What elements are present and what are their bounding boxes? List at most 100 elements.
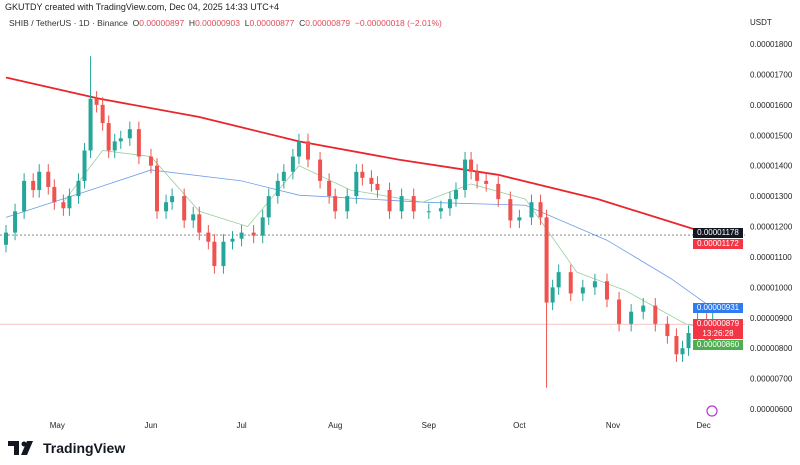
- candle-body: [592, 281, 597, 288]
- candle-body: [170, 196, 175, 203]
- candle-body: [164, 202, 169, 212]
- ohlc-legend: SHIB / TetherUS · 1D · Binance O 0.000008…: [9, 18, 442, 28]
- y-tick-label: 0.00001600: [750, 101, 793, 110]
- candle-body: [345, 196, 350, 212]
- candle-body: [230, 238, 235, 242]
- candle-body: [76, 180, 81, 197]
- candle-body: [538, 202, 543, 218]
- l-label: L: [244, 18, 250, 28]
- candle-body: [680, 348, 685, 355]
- close-value: 0.00000879: [305, 18, 351, 28]
- candle-body: [641, 305, 646, 312]
- candle-body: [127, 129, 132, 139]
- candle-body: [426, 211, 431, 213]
- y-tick-label: 0.00001500: [750, 131, 793, 140]
- candle-body: [52, 186, 57, 203]
- candle-body: [191, 214, 196, 221]
- candle-body: [275, 180, 280, 197]
- moving-average-line: [63, 150, 713, 331]
- candle-body: [31, 180, 36, 191]
- candle-body: [155, 165, 159, 212]
- candle-body: [369, 177, 374, 184]
- candle-body: [556, 272, 561, 288]
- candle-body: [318, 159, 323, 181]
- x-tick-label: May: [50, 421, 65, 430]
- candle-body: [360, 171, 365, 178]
- y-tick-label: 0.00001400: [750, 162, 793, 171]
- candle-body: [281, 171, 286, 181]
- price-tag: 0.00000860: [693, 340, 743, 351]
- candle-body: [148, 156, 153, 166]
- candle-body: [629, 311, 634, 324]
- o-label: O: [132, 18, 140, 28]
- candle-body: [550, 287, 555, 303]
- y-tick-label: 0.00000600: [750, 405, 793, 414]
- candle-body: [544, 217, 549, 303]
- y-tick-label: 0.00001800: [750, 40, 793, 49]
- price-tag-value: 0.00001172: [697, 239, 739, 249]
- candle-body: [306, 141, 310, 160]
- candle-body: [484, 180, 489, 184]
- candle-body: [197, 214, 202, 233]
- x-tick-label: Jul: [236, 421, 246, 430]
- candle-body: [463, 159, 468, 191]
- currency-label: USDT: [750, 18, 772, 27]
- candle-body: [182, 196, 187, 221]
- candle-body: [674, 336, 679, 355]
- candle-body: [604, 281, 609, 300]
- x-tick-label: Nov: [606, 421, 620, 430]
- candle-body: [67, 196, 72, 209]
- event-icon: [706, 405, 718, 417]
- moving-average-line: [5, 169, 713, 309]
- tradingview-logo: TradingView: [8, 440, 125, 456]
- candle-body: [100, 104, 105, 124]
- x-tick-label: Jun: [145, 421, 158, 430]
- logo-text: TradingView: [43, 440, 126, 456]
- candle-body: [206, 232, 211, 242]
- h-label: H: [188, 18, 196, 28]
- candle-body: [296, 141, 301, 157]
- candle-body: [106, 123, 111, 151]
- candle-body: [290, 156, 295, 172]
- candle-body: [375, 183, 380, 191]
- y-tick-label: 0.00001200: [750, 223, 793, 232]
- countdown: 13:26:28: [702, 329, 734, 339]
- candle-body: [447, 199, 452, 209]
- y-tick-label: 0.00000800: [750, 344, 793, 353]
- high-value: 0.00000903: [195, 18, 240, 28]
- candle-body: [387, 190, 392, 212]
- y-tick-label: 0.00001000: [750, 283, 793, 292]
- x-tick-label: Aug: [328, 421, 342, 430]
- candle-body: [354, 171, 359, 197]
- change-value: −0.00000018 (−2.01%): [354, 18, 442, 28]
- symbol[interactable]: SHIB / TetherUS · 1D · Binance: [9, 18, 128, 28]
- candle-body: [136, 129, 141, 157]
- y-tick-label: 0.00001300: [750, 192, 793, 201]
- candle-body: [496, 183, 501, 200]
- x-tick-label: Dec: [697, 421, 711, 430]
- candle-body: [453, 190, 458, 200]
- candle-body: [82, 150, 87, 181]
- candle-body: [118, 138, 123, 142]
- candle-body: [665, 323, 670, 337]
- candle-body: [88, 98, 93, 151]
- candle-body: [61, 202, 66, 209]
- candle-body: [333, 196, 338, 212]
- candle-body: [212, 241, 217, 267]
- x-tick-label: Oct: [513, 421, 526, 430]
- y-tick-label: 0.00001100: [750, 253, 792, 262]
- price-tag: 0.00000879 13:26:28: [693, 319, 743, 340]
- price-tag-value: 0.00001178: [697, 228, 739, 238]
- candle-body: [112, 141, 117, 151]
- candle-body: [260, 217, 265, 236]
- candle-body: [22, 180, 27, 212]
- x-tick-label: Sep: [422, 421, 437, 430]
- candle-body: [653, 305, 658, 324]
- candle-body: [399, 196, 404, 212]
- candle-body: [4, 232, 8, 245]
- price-tag: 0.00001172: [693, 239, 743, 250]
- candle-body: [221, 241, 226, 267]
- low-value: 0.00000877: [249, 18, 295, 28]
- price-tag-value: 0.00000879: [696, 319, 740, 329]
